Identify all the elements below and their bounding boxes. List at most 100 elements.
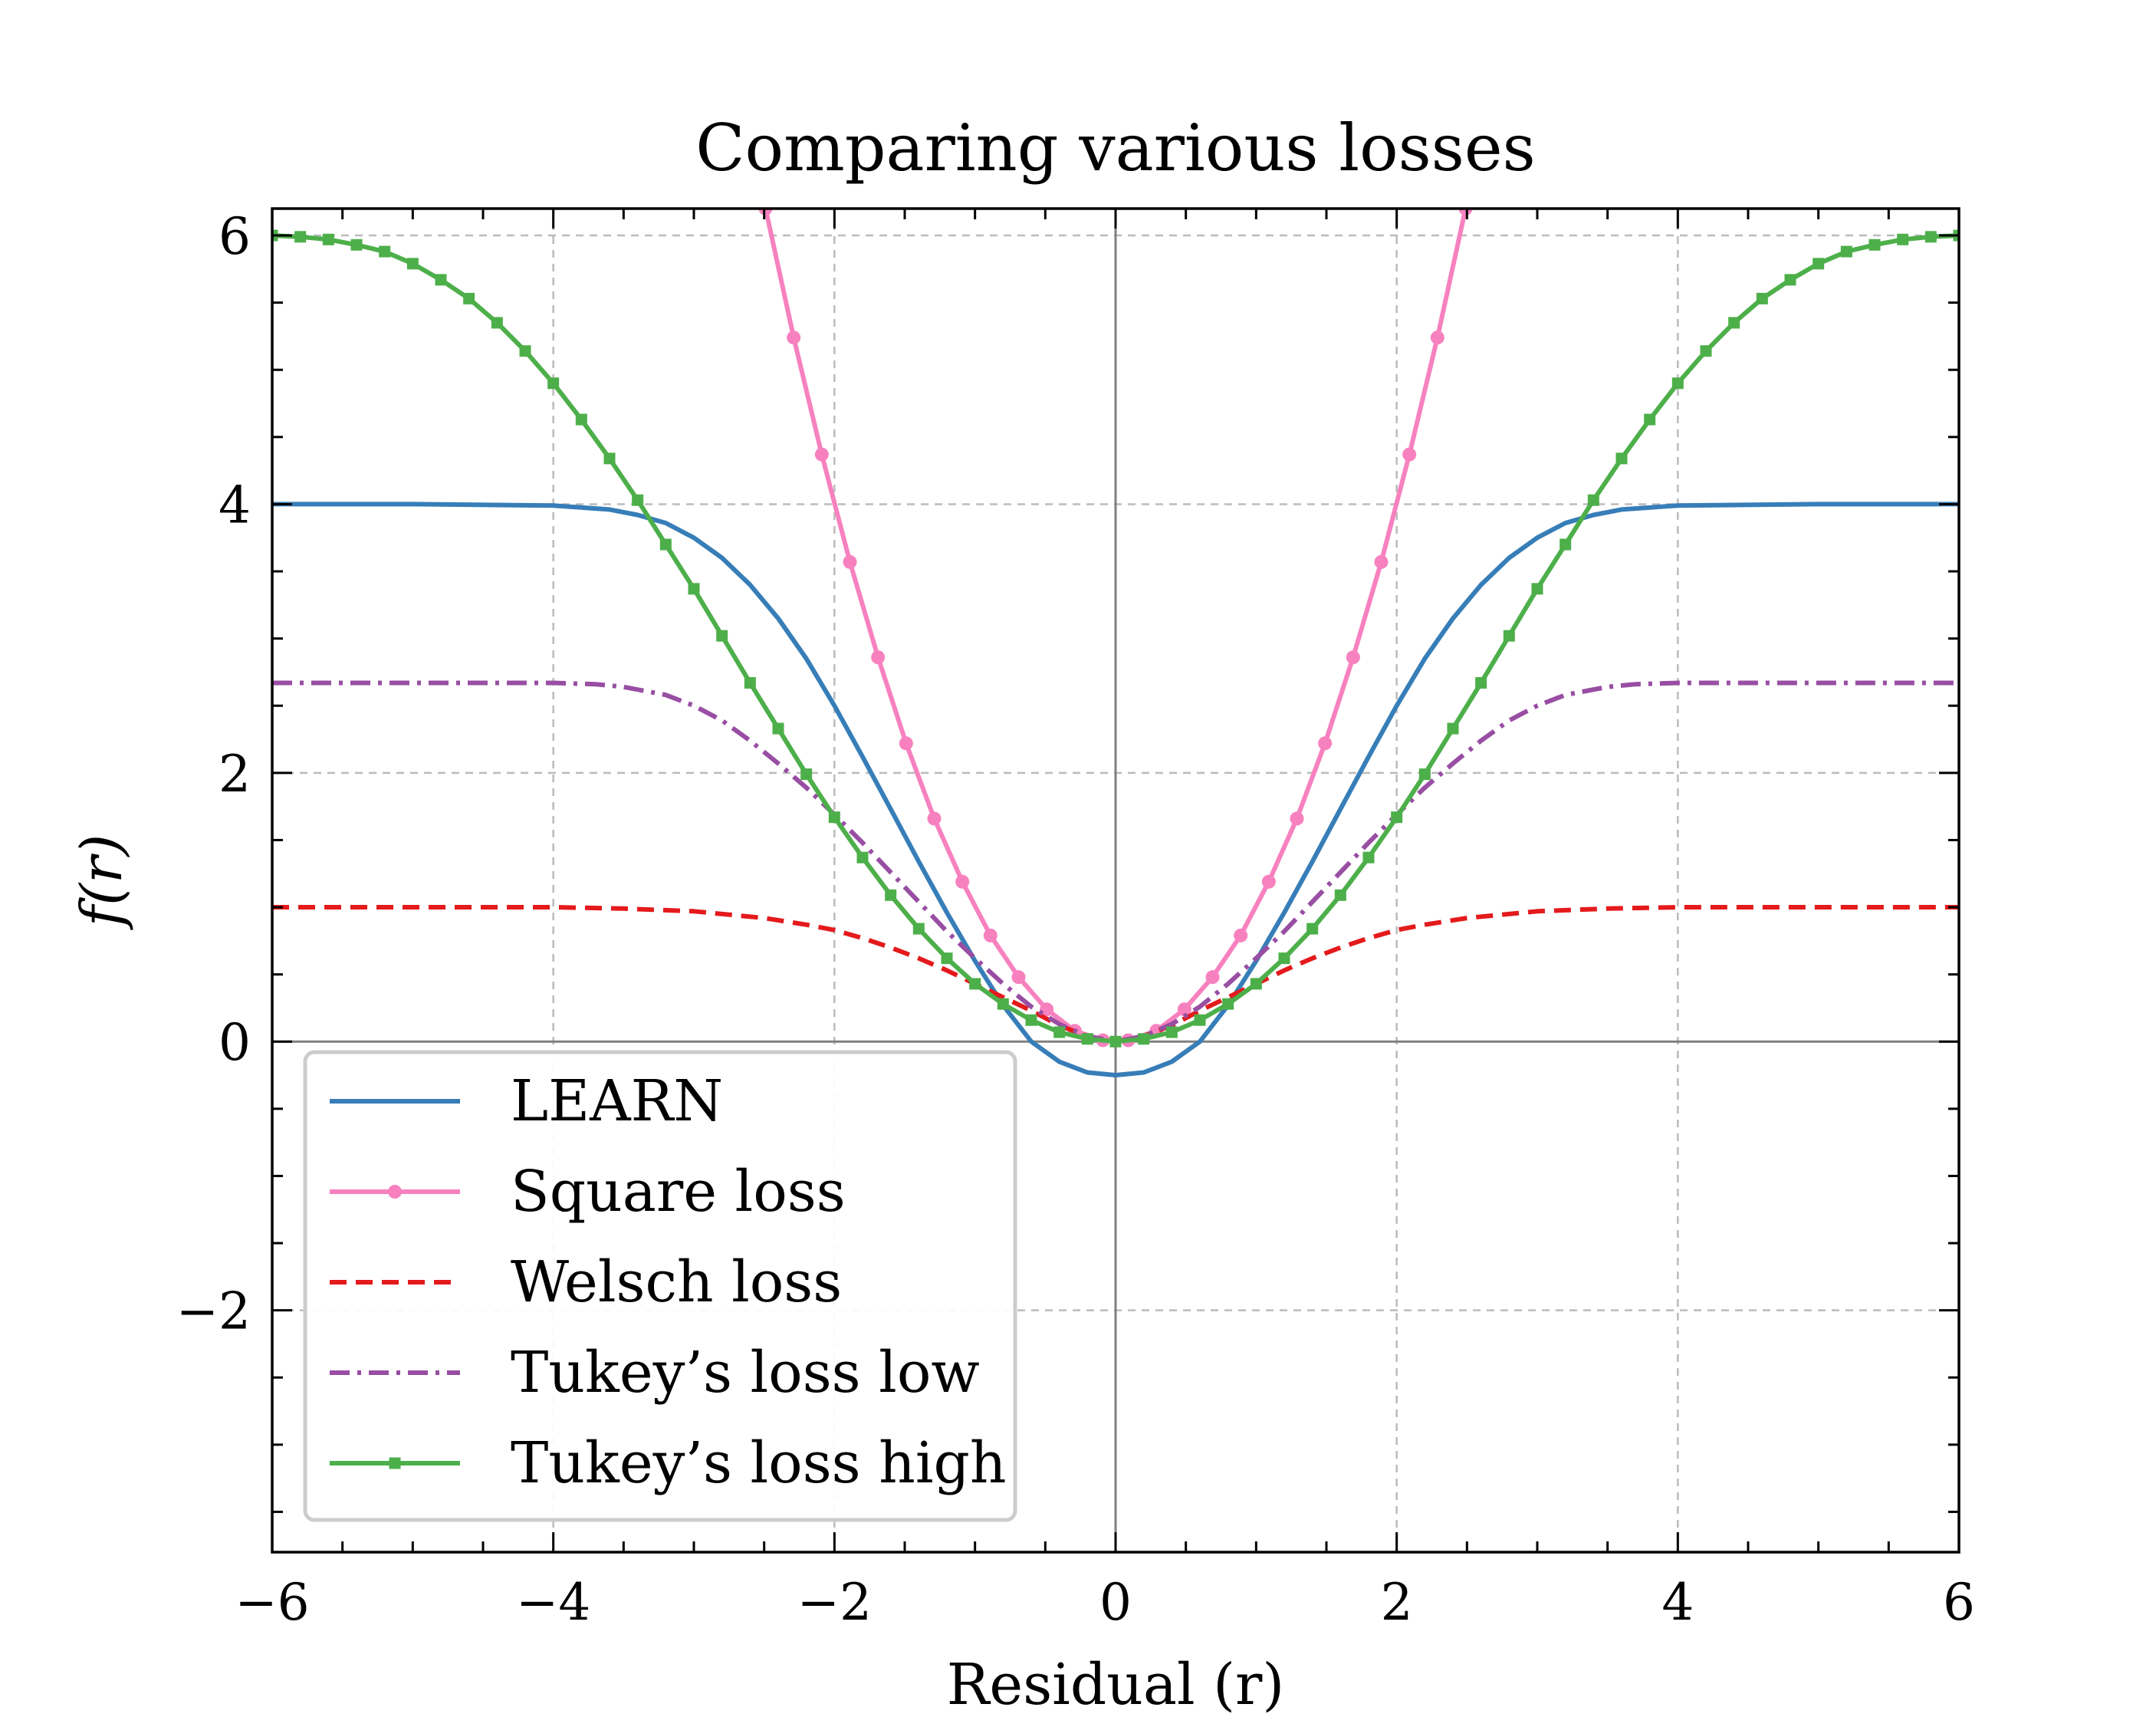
series-point-1 [1430,331,1444,345]
series-point-4 [1165,1026,1178,1038]
legend-label-2: Welsch loss [511,1249,842,1315]
series-point-1 [871,650,886,665]
series-point-4 [1362,851,1375,864]
series-point-4 [1756,292,1768,304]
series-point-4 [1587,494,1599,506]
series-point-4 [1391,811,1403,824]
series-point-4 [1475,676,1487,689]
series-point-4 [1531,583,1543,595]
series-point-4 [294,231,307,243]
y-tick-label: 6 [219,207,251,266]
series-point-4 [1615,452,1628,465]
series-point-4 [1250,978,1262,990]
legend-box [303,1050,1017,1522]
series-point-4 [688,583,700,595]
x-tick-label: 0 [1099,1573,1132,1632]
series-point-1 [1234,928,1248,942]
series-point-4 [1784,274,1796,286]
legend-label-3: Tukey’s loss low [511,1340,980,1406]
y-axis-label: f(r) [69,834,135,931]
series-point-1 [955,874,970,889]
series-point-4 [1025,1014,1037,1026]
series-point-4 [1728,317,1740,329]
series-point-1 [1402,447,1417,462]
series-point-4 [632,494,644,506]
series-point-4 [1081,1033,1093,1045]
axis-ticks: −6 −4 −2 0 2 4 6 −2 0 2 4 6 [176,207,1975,1632]
series-point-4 [1447,722,1459,735]
x-tick-label: 2 [1381,1573,1413,1632]
series-point-4 [744,676,756,689]
series-point-4 [603,452,616,465]
series-point-1 [899,736,913,751]
legend-label-1: Square loss [511,1159,846,1225]
series-point-4 [716,630,728,642]
series-point-4 [1503,630,1515,642]
series-point-4 [1840,245,1852,258]
series-point-4 [379,245,391,258]
series-point-1 [1458,209,1473,215]
y-tick-label: 2 [219,745,251,804]
series-point-1 [1374,554,1389,569]
series-point-4 [885,889,897,901]
series-point-4 [463,292,475,304]
series-point-4 [1334,889,1346,901]
series-point-4 [519,345,531,357]
series-point-4 [828,811,840,824]
series-point-4 [1138,1033,1150,1045]
series-point-1 [1205,970,1220,985]
series-point-4 [1418,768,1431,781]
series-point-4 [491,317,503,329]
legend-marker-4 [389,1457,401,1469]
x-tick-label: 6 [1943,1573,1975,1632]
legend-label-4: Tukey’s loss high [511,1430,1007,1496]
x-tick-label: −4 [516,1573,590,1632]
series-point-1 [814,447,829,462]
series-point-4 [1897,233,1909,245]
series-point-4 [997,998,1009,1010]
series-point-4 [1053,1026,1066,1038]
series-point-4 [1868,238,1881,251]
series-point-4 [1222,998,1234,1010]
legend: LEARN Square loss Welsch loss Tukey’s loss … [303,1050,1017,1522]
series-point-4 [1644,413,1656,426]
series-point-4 [1194,1014,1206,1026]
series-point-1 [927,811,942,826]
x-tick-label: −6 [235,1573,309,1632]
series-point-1 [1346,650,1360,665]
x-axis-label: Residual (r) [947,1652,1285,1718]
series-point-4 [856,851,869,864]
x-tick-label: −2 [797,1573,872,1632]
series-point-4 [435,274,447,286]
legend-marker-1 [388,1185,402,1199]
series-point-4 [1559,538,1572,551]
series-point-1 [1011,970,1026,985]
series-point-4 [1278,952,1290,965]
series-point-4 [912,923,925,935]
y-tick-label: −2 [176,1282,251,1341]
series-point-4 [1924,231,1937,243]
series-point-4 [406,258,419,270]
series-point-1 [843,554,857,569]
series-point-1 [1040,1002,1054,1017]
series-point-4 [772,722,784,735]
series-point-4 [1700,345,1712,357]
series-layer [272,209,1959,1077]
series-point-4 [322,233,334,245]
series-line-3 [272,680,1959,1044]
series-line-0 [272,502,1959,1077]
series-point-1 [1177,1002,1191,1017]
series-point-4 [1109,1035,1122,1048]
series-point-4 [350,238,363,251]
series-point-4 [1813,258,1825,270]
y-tick-label: 0 [219,1013,251,1072]
series-point-4 [575,413,587,426]
series-point-1 [1290,811,1304,826]
series-point-1 [1261,874,1276,889]
series-point-4 [659,538,672,551]
series-point-4 [941,952,953,965]
series-point-4 [547,377,560,390]
series-point-4 [800,768,813,781]
x-tick-label: 4 [1661,1573,1694,1632]
